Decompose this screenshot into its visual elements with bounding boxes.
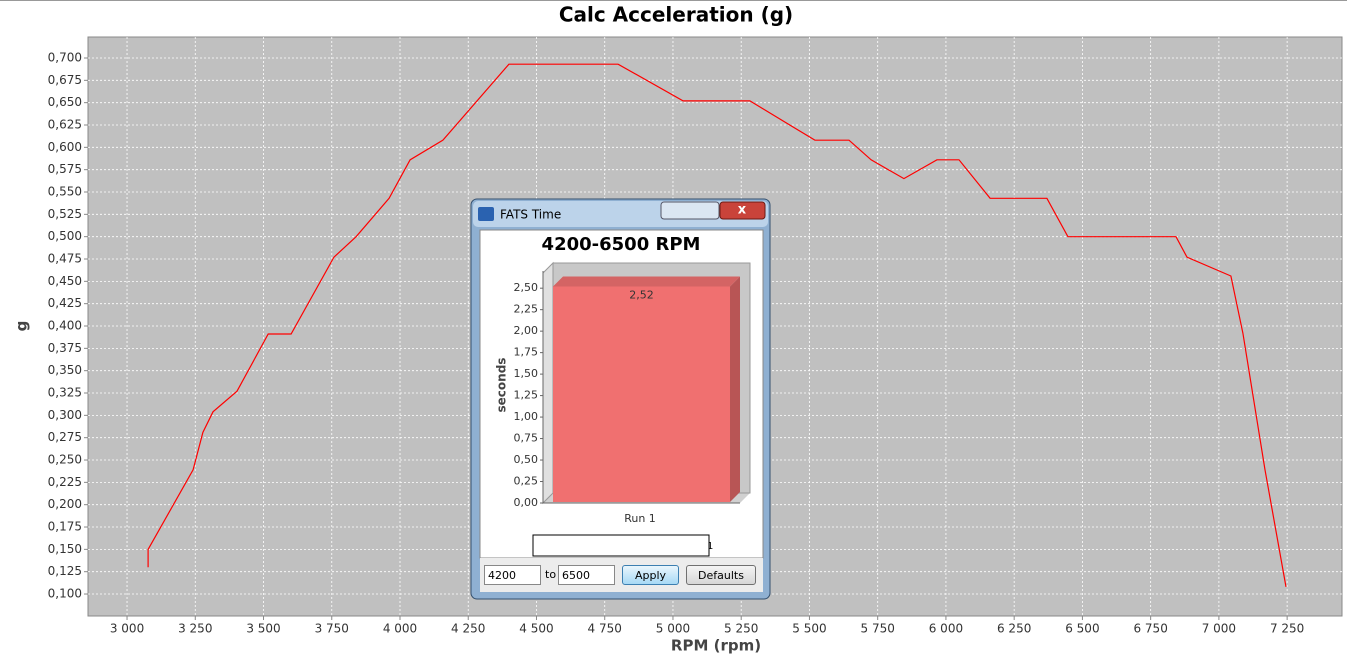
y-tick-label: 1,25 bbox=[514, 389, 539, 402]
x-tick-label: 3 500 bbox=[246, 622, 280, 636]
x-tick-label: 5 500 bbox=[792, 622, 826, 636]
x-tick-label: 6 000 bbox=[929, 622, 963, 636]
y-tick-label: 0,400 bbox=[48, 319, 82, 333]
x-tick-label: 4 250 bbox=[451, 622, 485, 636]
y-tick-label: 0,375 bbox=[48, 341, 82, 355]
from-input[interactable]: 4200 bbox=[484, 565, 541, 585]
bar-top bbox=[553, 276, 740, 287]
x-tick-label: 7 250 bbox=[1270, 622, 1304, 636]
y-tick-label: 0,650 bbox=[48, 95, 82, 109]
x-tick-label: 6 250 bbox=[997, 622, 1031, 636]
data-line bbox=[147, 63, 1287, 588]
y-tick-label: 0,150 bbox=[48, 542, 82, 556]
y-tick-label: 2,25 bbox=[514, 303, 539, 316]
y-tick-label: 0,575 bbox=[48, 162, 82, 176]
x-tick-label: 5 250 bbox=[724, 622, 758, 636]
y-tick-label: 0,100 bbox=[48, 587, 82, 601]
x-tick-label: 7 000 bbox=[1202, 622, 1236, 636]
bar-side bbox=[730, 276, 740, 502]
y-tick-label: 0,00 bbox=[514, 496, 539, 509]
x-tick-label: 4 500 bbox=[519, 622, 553, 636]
window-title: FATS Time bbox=[500, 208, 561, 222]
bar-chart: 0,00 0,25 0,50 0,75 1,00 1,25 1,50 1,75 2,00 2,25… bbox=[514, 271, 740, 552]
close-button[interactable] bbox=[719, 201, 766, 220]
x-tick-label: 3 250 bbox=[178, 622, 212, 636]
y-tick-label: 0,225 bbox=[48, 475, 82, 489]
x-tick-label: 4 750 bbox=[588, 622, 622, 636]
to-label: to bbox=[545, 568, 557, 581]
x-tick-label: 5 750 bbox=[861, 622, 895, 636]
y-tick-label: 0,475 bbox=[48, 252, 82, 266]
y-tick-label: 1,00 bbox=[514, 410, 539, 423]
x-tick-label: Run 1 bbox=[624, 512, 656, 525]
x-tick-label: 3 000 bbox=[110, 622, 144, 636]
y-tick-label: 0,700 bbox=[48, 50, 82, 64]
y-tick-label: 0,425 bbox=[48, 296, 82, 310]
bar-chart-title: 4200-6500 RPM bbox=[542, 234, 701, 255]
y-tick-label: 0,50 bbox=[514, 453, 539, 466]
y-tick-label: 0,250 bbox=[48, 453, 82, 467]
legend bbox=[532, 534, 710, 557]
x-tick-label: 6 750 bbox=[1133, 622, 1167, 636]
y-tick-label: 0,125 bbox=[48, 564, 82, 578]
to-input[interactable]: 6500 bbox=[558, 565, 615, 585]
x-tick-label: 3 750 bbox=[315, 622, 349, 636]
apply-button[interactable]: Apply bbox=[622, 565, 679, 585]
y-tick-label: 0,625 bbox=[48, 117, 82, 131]
y-tick-label: 0,75 bbox=[514, 432, 539, 445]
y-tick-label: 0,450 bbox=[48, 274, 82, 288]
y-axis-label: g bbox=[13, 321, 31, 332]
window-buttons[interactable] bbox=[660, 201, 720, 220]
y-tick-label: 2,00 bbox=[514, 324, 539, 337]
x-tick-label: 6 500 bbox=[1065, 622, 1099, 636]
y-tick-label: 0,500 bbox=[48, 229, 82, 243]
data-label: 2,52 bbox=[629, 288, 654, 301]
y-tick-label: 0,200 bbox=[48, 497, 82, 511]
chart-title: Calc Acceleration (g) bbox=[559, 3, 793, 27]
x-tick-label: 5 000 bbox=[656, 622, 690, 636]
window-icon bbox=[478, 207, 494, 221]
defaults-button[interactable]: Defaults bbox=[686, 565, 756, 585]
y-tick-label: 0,600 bbox=[48, 140, 82, 154]
bar bbox=[553, 286, 730, 502]
y-tick-label: 0,550 bbox=[48, 185, 82, 199]
y-tick-label: 2,50 bbox=[514, 281, 539, 294]
y-tick-label: 0,525 bbox=[48, 207, 82, 221]
bar-y-axis-label: seconds bbox=[495, 358, 509, 413]
x-tick-label: 4 000 bbox=[383, 622, 417, 636]
y-tick-label: 0,675 bbox=[48, 73, 82, 87]
y-tick-label: 1,50 bbox=[514, 367, 539, 380]
y-tick-label: 0,275 bbox=[48, 430, 82, 444]
y-tick-label: 0,300 bbox=[48, 408, 82, 422]
x-axis-label: RPM (rpm) bbox=[671, 637, 761, 655]
y-tick-label: 1,75 bbox=[514, 346, 539, 359]
y-tick-label: 0,350 bbox=[48, 363, 82, 377]
y-tick-label: 0,175 bbox=[48, 520, 82, 534]
y-tick-label: 0,325 bbox=[48, 386, 82, 400]
side-wall bbox=[542, 261, 554, 505]
close-icon[interactable]: x bbox=[738, 203, 747, 218]
y-tick-label: 0,25 bbox=[514, 475, 539, 488]
